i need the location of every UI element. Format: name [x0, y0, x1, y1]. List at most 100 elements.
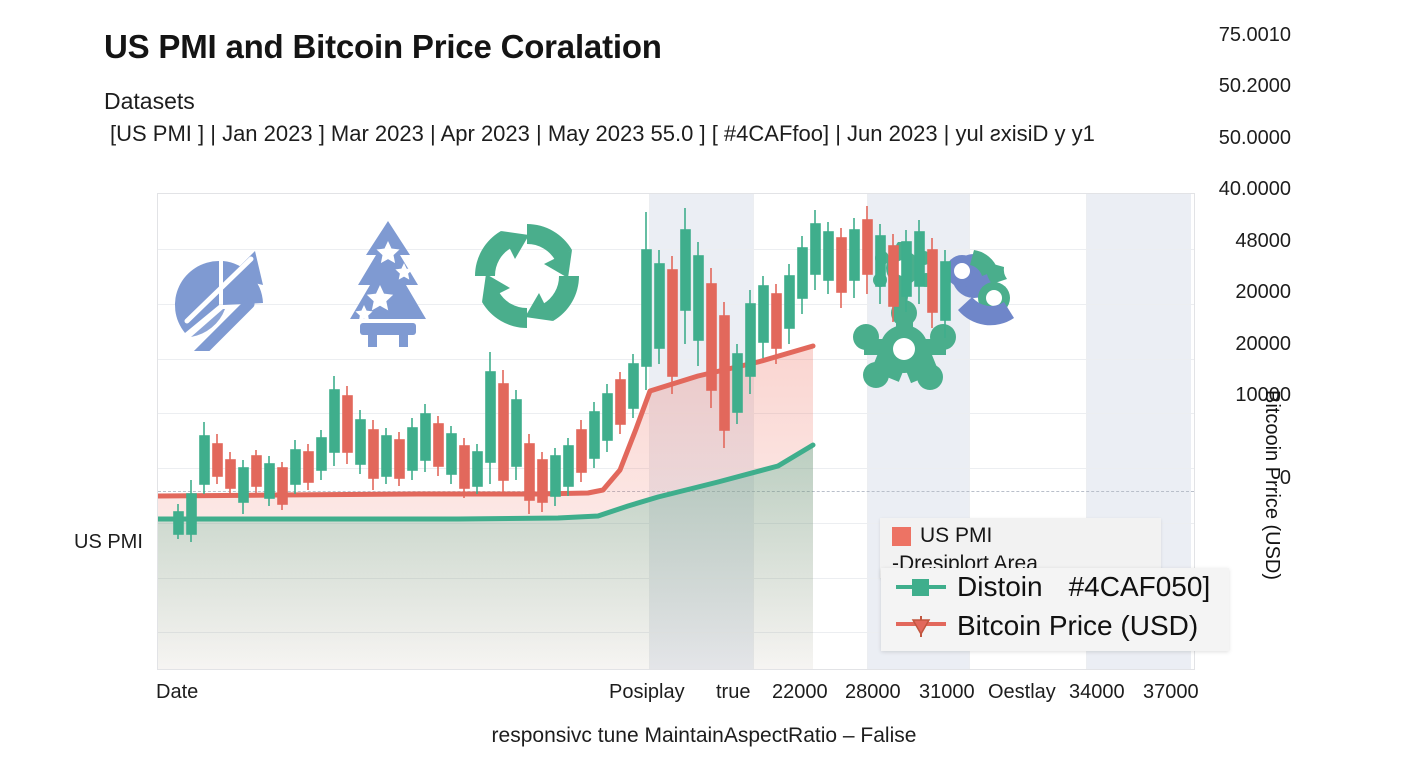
legend-item-us-pmi[interactable]: US PMI: [892, 524, 992, 548]
candle: [368, 420, 379, 490]
candle: [654, 250, 665, 364]
gridline-h: [158, 249, 1194, 250]
legend-item-distoin[interactable]: Distoin #4CAF050]: [895, 571, 1210, 603]
gridline-v: [867, 194, 868, 669]
legend-label: US PMI: [920, 524, 993, 547]
legend-label: Distoin: [957, 571, 1043, 602]
candle: [342, 386, 353, 464]
candle: [914, 220, 925, 304]
x-tick: 28000: [845, 681, 901, 703]
candle: [199, 422, 210, 494]
candle: [173, 504, 184, 539]
candle: [446, 426, 457, 484]
candle: [680, 208, 691, 344]
candle: [836, 228, 847, 308]
x-tick: 34000: [1069, 681, 1125, 703]
candle: [264, 456, 275, 506]
x-tick: Posiplay: [609, 681, 685, 703]
candle: [433, 416, 444, 476]
candle: [420, 404, 431, 472]
candle: [927, 238, 938, 328]
candle: [186, 480, 197, 542]
legend-swatch-square: [892, 526, 911, 546]
y-tick: 40.0000: [1218, 178, 1291, 200]
candle: [771, 284, 782, 364]
y-tick: 10000: [1235, 384, 1291, 406]
candle: [732, 344, 743, 424]
candle: [303, 444, 314, 490]
candle: [537, 452, 548, 512]
candle: [602, 384, 613, 452]
candle: [472, 444, 483, 494]
candle: [758, 276, 769, 358]
candle: [849, 218, 860, 298]
christmas-tree-icon: [350, 221, 426, 347]
candle: [381, 428, 392, 484]
y-tick: 0: [1279, 467, 1291, 489]
candlestick-layer: [173, 206, 951, 542]
candle: [719, 302, 730, 448]
candle: [901, 230, 912, 312]
x-tick: 37000: [1143, 681, 1199, 703]
candle: [641, 212, 652, 390]
y-tick: 50.2000: [1218, 75, 1291, 97]
candle: [628, 354, 639, 418]
candle: [810, 210, 821, 290]
candle: [745, 290, 756, 394]
y-tick: 50.0000: [1218, 127, 1291, 149]
candle: [706, 268, 717, 408]
candle: [290, 440, 301, 494]
candle: [329, 376, 340, 466]
candle: [589, 402, 600, 468]
candle: [576, 420, 587, 482]
legend-line-candle-marker: [896, 616, 946, 637]
gridline-v: [969, 194, 970, 669]
candle: [511, 390, 522, 480]
chart-series-layer: [158, 343, 816, 669]
candle: [875, 224, 886, 304]
candle: [823, 222, 834, 294]
candle: [238, 460, 249, 514]
candle: [316, 430, 327, 480]
legend-secondary[interactable]: Distoin #4CAF050] Bitcoin Price (USD): [881, 568, 1229, 651]
candle: [862, 206, 873, 294]
page-title: US PMI and Bitcoin Price Coralation: [104, 28, 662, 65]
candle: [485, 352, 496, 484]
crescent-ring-icon: [946, 250, 1014, 326]
y-tick: 20000: [1235, 281, 1291, 303]
pie-chart-arrow-icon: [174, 251, 263, 351]
legend-label-extra: #4CAF050]: [1068, 571, 1211, 602]
y-axis-title: Bitcooin Prrice (USD): [1261, 390, 1283, 581]
candle: [498, 370, 509, 494]
left-axis-label: US PMI: [74, 531, 143, 553]
x-tick: 22000: [772, 681, 828, 703]
candle: [563, 438, 574, 496]
candle: [784, 264, 795, 344]
candle: [212, 434, 223, 484]
recycle-arrows-icon: [475, 224, 579, 328]
candle: [693, 242, 704, 366]
x-tick: true: [716, 681, 751, 703]
y-tick: 48000: [1235, 230, 1291, 252]
molecule-blob-icon: [853, 300, 956, 390]
legend-item-bitcoin-price[interactable]: Bitcoin Price (USD): [895, 610, 1198, 642]
x-axis-title: Date: [156, 681, 199, 703]
series-line-distoin: [158, 442, 816, 522]
candle: [888, 234, 899, 322]
datasets-label: Datasets: [104, 88, 195, 114]
candle: [797, 236, 808, 314]
candle: [251, 450, 262, 494]
candle: [355, 410, 366, 474]
x-tick: 31000: [919, 681, 975, 703]
candle: [277, 462, 288, 510]
y-tick: 75.0010: [1218, 24, 1291, 46]
datasets-line: [US PMI ] | Jan 2023 ] Mar 2023 | Apr 20…: [110, 121, 1095, 146]
candle: [524, 434, 535, 514]
legend-line-square-marker: [896, 579, 946, 596]
candle: [550, 448, 561, 506]
x-tick: Oestlay: [988, 681, 1056, 703]
candle: [394, 432, 405, 486]
candle: [615, 372, 626, 434]
candle: [459, 438, 470, 498]
